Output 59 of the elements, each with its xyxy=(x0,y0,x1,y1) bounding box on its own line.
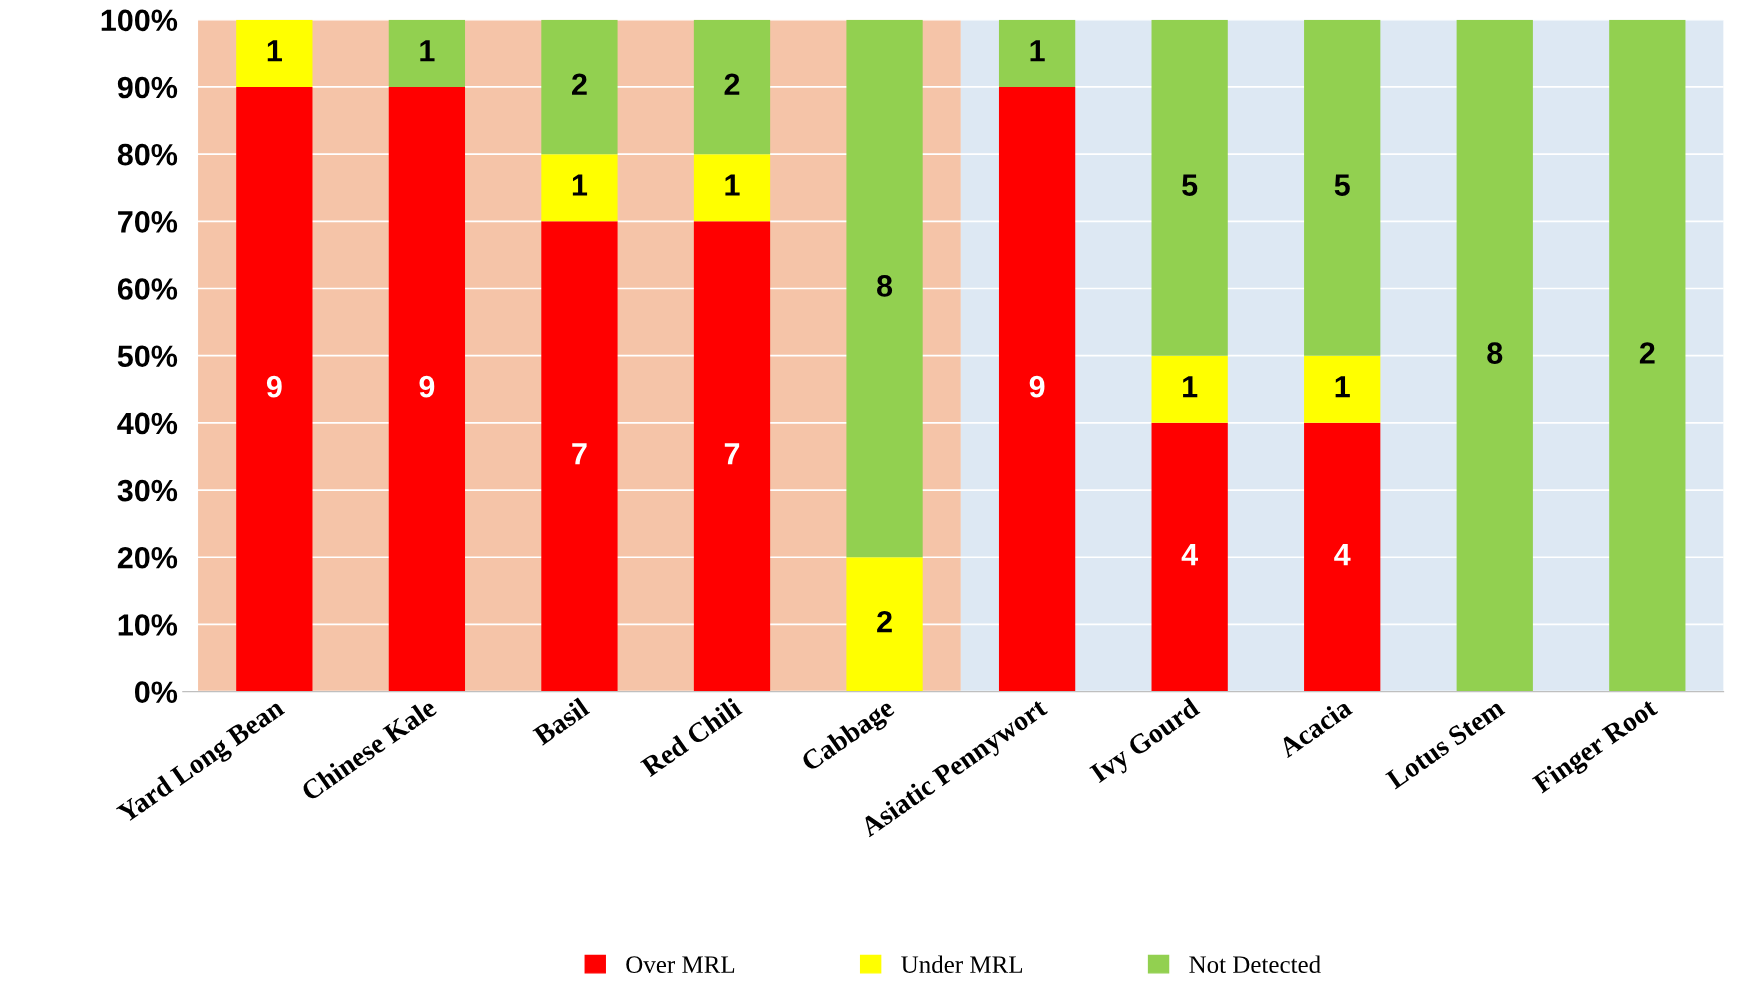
bar xyxy=(998,86,1076,692)
annotation: 9 xyxy=(266,375,282,398)
annotation: 1 xyxy=(1030,40,1045,62)
bar xyxy=(1304,422,1381,692)
bar xyxy=(693,221,771,692)
annotation: 5 xyxy=(1334,174,1350,196)
y-tick-label: 90% xyxy=(117,76,178,99)
annotation: 1 xyxy=(725,174,740,196)
annotation: 1 xyxy=(572,174,588,196)
annotation: 4 xyxy=(1334,544,1351,566)
annotation: 2 xyxy=(572,73,587,95)
bar xyxy=(1151,355,1228,423)
annotation: 2 xyxy=(724,73,740,95)
bar xyxy=(541,221,618,692)
y-tick-label: 50% xyxy=(117,345,178,368)
annotation: 9 xyxy=(1029,375,1045,398)
annotation: 9 xyxy=(419,375,435,398)
bar xyxy=(998,19,1076,87)
x-tick-label: Red Chili xyxy=(639,696,743,778)
legend-label: Not Detected xyxy=(1189,955,1321,974)
y-tick-label: 10% xyxy=(118,614,178,636)
bar xyxy=(846,19,923,558)
bar xyxy=(693,154,771,222)
bar xyxy=(693,19,771,155)
y-tick-label: 70% xyxy=(118,211,178,233)
annotation: 8 xyxy=(877,275,893,297)
bar xyxy=(236,86,313,692)
bar xyxy=(388,19,466,87)
y-tick-label: 0% xyxy=(134,681,178,703)
y-tick-label: 80% xyxy=(117,143,178,166)
y-tick-label: 60% xyxy=(117,278,178,300)
bar xyxy=(541,154,618,222)
bar xyxy=(1304,355,1381,423)
annotation: 1 xyxy=(1335,376,1350,398)
annotation: 4 xyxy=(1181,544,1198,566)
y-tick-label: 20% xyxy=(117,546,178,569)
bar xyxy=(1609,19,1686,692)
annotation: 2 xyxy=(1639,342,1655,364)
annotation: 7 xyxy=(572,443,587,465)
annotation: 1 xyxy=(420,40,435,62)
legend-label: Over MRL xyxy=(626,956,735,974)
y-tick-label: 100% xyxy=(101,9,178,32)
bar xyxy=(1151,19,1228,356)
annotation: 5 xyxy=(1182,174,1198,196)
annotation: 7 xyxy=(724,443,740,465)
annotation: 1 xyxy=(1183,376,1198,398)
annotation: 2 xyxy=(877,610,892,633)
bar xyxy=(388,86,466,692)
bar xyxy=(1304,19,1381,356)
legend-label: Under MRL xyxy=(901,955,1023,974)
bar xyxy=(1456,19,1533,692)
bar xyxy=(1151,422,1228,692)
bar xyxy=(236,19,313,87)
bar xyxy=(846,557,923,692)
annotation: 8 xyxy=(1487,342,1503,364)
bar xyxy=(541,19,618,155)
y-tick-label: 30% xyxy=(117,479,178,502)
annotation: 1 xyxy=(267,40,282,62)
y-tick-label: 40% xyxy=(117,412,178,435)
